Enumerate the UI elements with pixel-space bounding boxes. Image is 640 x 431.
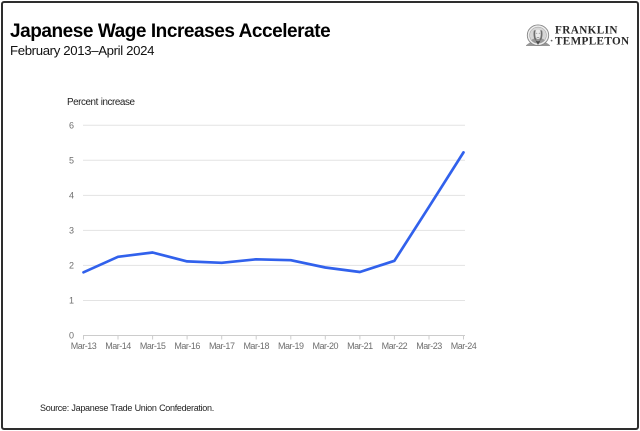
svg-text:1: 1 [69,296,74,306]
svg-text:Mar-20: Mar-20 [313,341,339,351]
svg-text:5: 5 [69,156,74,166]
svg-text:Mar-14: Mar-14 [105,341,131,351]
svg-text:Mar-22: Mar-22 [382,341,408,351]
svg-text:4: 4 [69,191,74,201]
svg-text:Mar-16: Mar-16 [174,341,200,351]
svg-text:FRANKLIN: FRANKLIN [555,25,618,37]
svg-text:Mar-19: Mar-19 [278,341,304,351]
svg-text:2: 2 [69,261,74,271]
svg-text:Mar-15: Mar-15 [140,341,166,351]
svg-text:TEMPLETON: TEMPLETON [555,36,629,48]
svg-text:Mar-17: Mar-17 [209,341,235,351]
svg-text:Mar-23: Mar-23 [416,341,442,351]
svg-text:Mar-18: Mar-18 [243,341,269,351]
svg-text:Mar-21: Mar-21 [347,341,373,351]
svg-text:0: 0 [69,331,74,341]
svg-text:Mar-13: Mar-13 [71,341,97,351]
svg-text:3: 3 [69,226,74,236]
svg-text:Mar-24: Mar-24 [451,341,477,351]
svg-text:6: 6 [69,121,74,131]
